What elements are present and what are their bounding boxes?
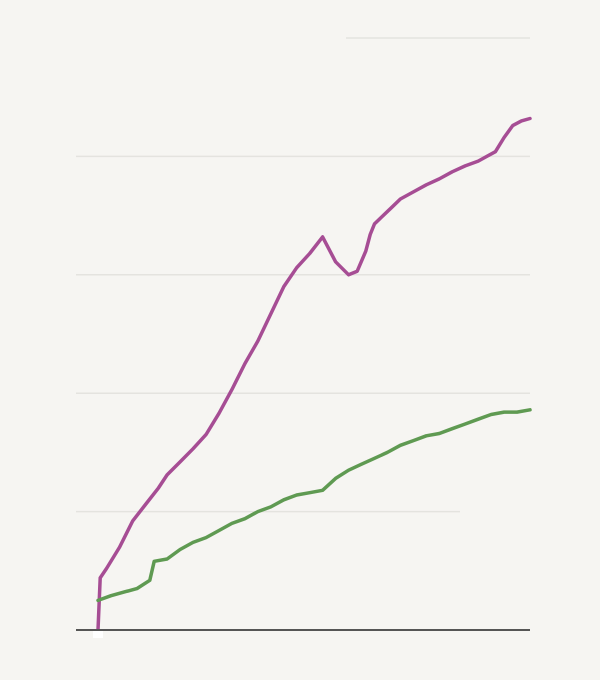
- series-lines: [96, 116, 532, 632]
- series-line-2: [96, 408, 532, 603]
- origin-tick-marker: [93, 631, 103, 638]
- gridlines: [76, 37, 530, 513]
- series-line-1: [96, 116, 532, 632]
